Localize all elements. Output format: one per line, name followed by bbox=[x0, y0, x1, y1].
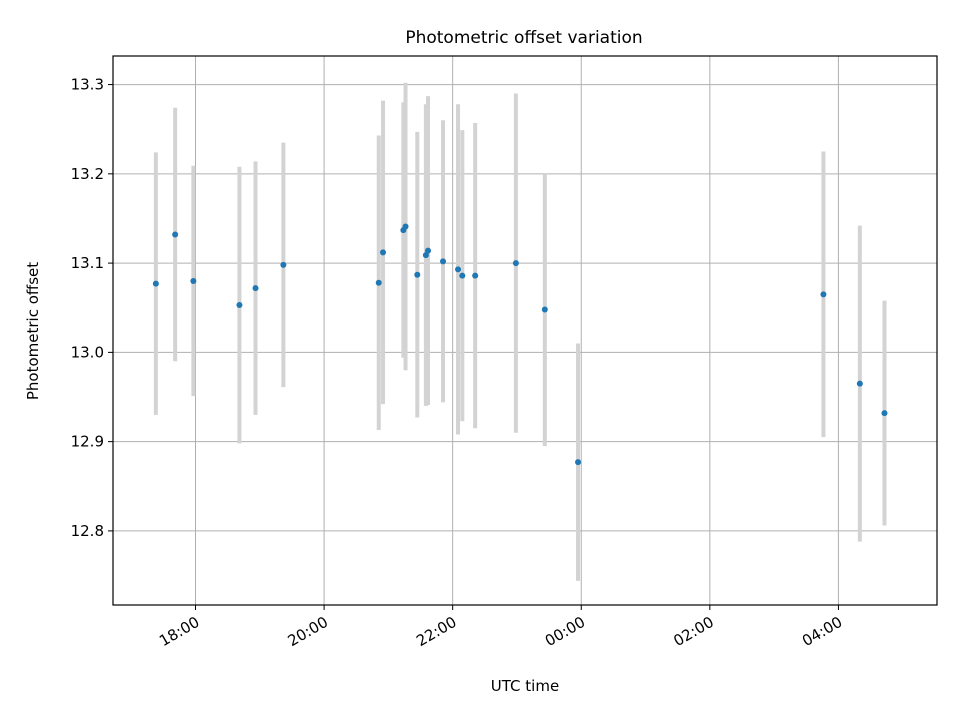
data-point bbox=[512, 260, 519, 267]
y-tick-label: 13.3 bbox=[71, 76, 104, 94]
chart-title: Photometric offset variation bbox=[405, 28, 642, 48]
data-point bbox=[440, 258, 447, 265]
data-point bbox=[402, 223, 409, 230]
data-point bbox=[856, 380, 863, 387]
y-tick-label: 13.1 bbox=[71, 254, 104, 272]
y-tick-label: 12.9 bbox=[71, 433, 104, 451]
data-point bbox=[236, 302, 243, 309]
data-point bbox=[459, 272, 466, 279]
x-axis-label: UTC time bbox=[491, 677, 559, 695]
grid bbox=[113, 56, 937, 605]
data-point bbox=[472, 272, 479, 279]
data-point bbox=[252, 285, 259, 292]
data-point bbox=[881, 410, 888, 417]
data-point bbox=[380, 249, 387, 256]
data-point bbox=[425, 247, 432, 254]
data-points bbox=[152, 223, 888, 466]
data-point bbox=[280, 261, 287, 268]
data-point bbox=[375, 279, 382, 286]
data-point bbox=[190, 277, 197, 284]
data-point bbox=[414, 271, 421, 278]
data-point bbox=[152, 280, 159, 287]
data-point bbox=[541, 306, 548, 313]
data-point bbox=[422, 252, 429, 259]
y-tick-label: 13.0 bbox=[71, 343, 104, 361]
data-point bbox=[575, 459, 582, 466]
y-axis-label: Photometric offset bbox=[24, 262, 42, 400]
y-tick-label: 13.2 bbox=[71, 165, 104, 183]
y-tick-label: 12.8 bbox=[71, 522, 104, 540]
data-point bbox=[455, 266, 462, 273]
y-axis-ticks: 12.8 12.9 13.0 13.1 13.2 13.3 bbox=[71, 76, 113, 540]
data-point bbox=[172, 231, 179, 238]
data-point bbox=[820, 291, 827, 298]
plot-frame bbox=[112, 55, 938, 606]
